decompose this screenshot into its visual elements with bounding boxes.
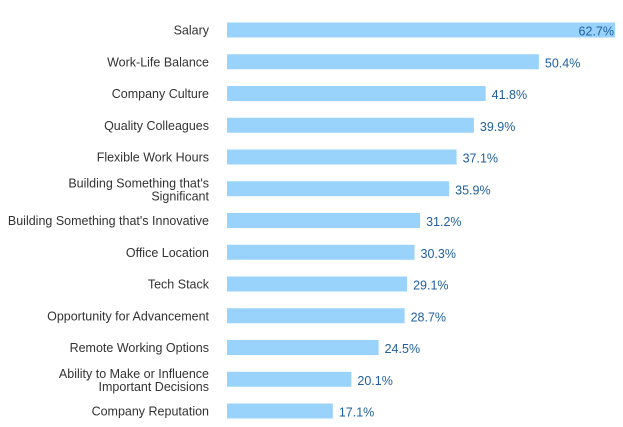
value-label-remote-working-options: 24.5%	[385, 342, 420, 356]
category-label-work-life-balance: Work-Life Balance	[107, 55, 209, 69]
category-label-remote-working-options: Remote Working Options	[70, 341, 209, 355]
value-label-flexible-work-hours: 37.1%	[463, 152, 498, 166]
bar-office-location	[227, 244, 415, 260]
bar-building-something-that-s-significant	[227, 181, 450, 197]
category-label-building-something-that-s-significant: Building Something that's Significant	[68, 176, 209, 203]
bar-flexible-work-hours	[227, 149, 457, 165]
value-label-tech-stack: 29.1%	[413, 279, 448, 293]
category-label-company-reputation: Company Reputation	[92, 405, 209, 419]
bar-tech-stack	[227, 276, 408, 292]
bar-salary	[227, 22, 615, 38]
category-label-office-location: Office Location	[126, 246, 209, 260]
value-label-salary: 62.7%	[579, 25, 614, 39]
category-label-quality-colleagues: Quality Colleagues	[104, 119, 209, 133]
value-labels-layer: 62.7% 50.4% 41.8% 39.9% 37.1% 35.9% 31.2% 30.3%…	[339, 25, 614, 420]
category-label-salary: Salary	[174, 24, 210, 38]
bar-opportunity-for-advancement	[227, 308, 405, 324]
category-label-flexible-work-hours: Flexible Work Hours	[97, 151, 209, 165]
category-label-tech-stack: Tech Stack	[148, 278, 210, 292]
category-label-building-something-that-s-innovative: Building Something that's Innovative	[8, 214, 209, 228]
bar-remote-working-options	[227, 340, 379, 355]
value-label-company-reputation: 17.1%	[339, 406, 374, 420]
category-label-opportunity-for-advancement: Opportunity for Advancement	[47, 309, 209, 323]
bar-work-life-balance	[227, 54, 539, 70]
bar-quality-colleagues	[227, 117, 474, 133]
category-label-ability-to-make-or-influence-important-decisions: Ability to Make or Influence Important De…	[59, 367, 209, 394]
bar-building-something-that-s-innovative	[227, 213, 421, 228]
bars-layer	[227, 22, 615, 419]
value-label-office-location: 30.3%	[421, 247, 456, 261]
value-label-building-something-that-s-significant: 35.9%	[455, 183, 490, 197]
category-label-company-culture: Company Culture	[112, 87, 209, 101]
value-label-quality-colleagues: 39.9%	[480, 120, 515, 134]
bar-company-reputation	[227, 403, 333, 419]
bar-ability-to-make-or-influence-important-decisions	[227, 371, 352, 387]
bar-company-culture	[227, 86, 486, 101]
value-label-ability-to-make-or-influence-important-decisions: 20.1%	[357, 374, 392, 388]
value-label-opportunity-for-advancement: 28.7%	[411, 310, 446, 324]
value-label-company-culture: 41.8%	[492, 88, 527, 102]
category-labels-layer: Salary Work-Life Balance Company Culture Qu…	[8, 24, 210, 419]
value-label-work-life-balance: 50.4%	[545, 56, 580, 70]
value-label-building-something-that-s-innovative: 31.2%	[426, 215, 461, 229]
